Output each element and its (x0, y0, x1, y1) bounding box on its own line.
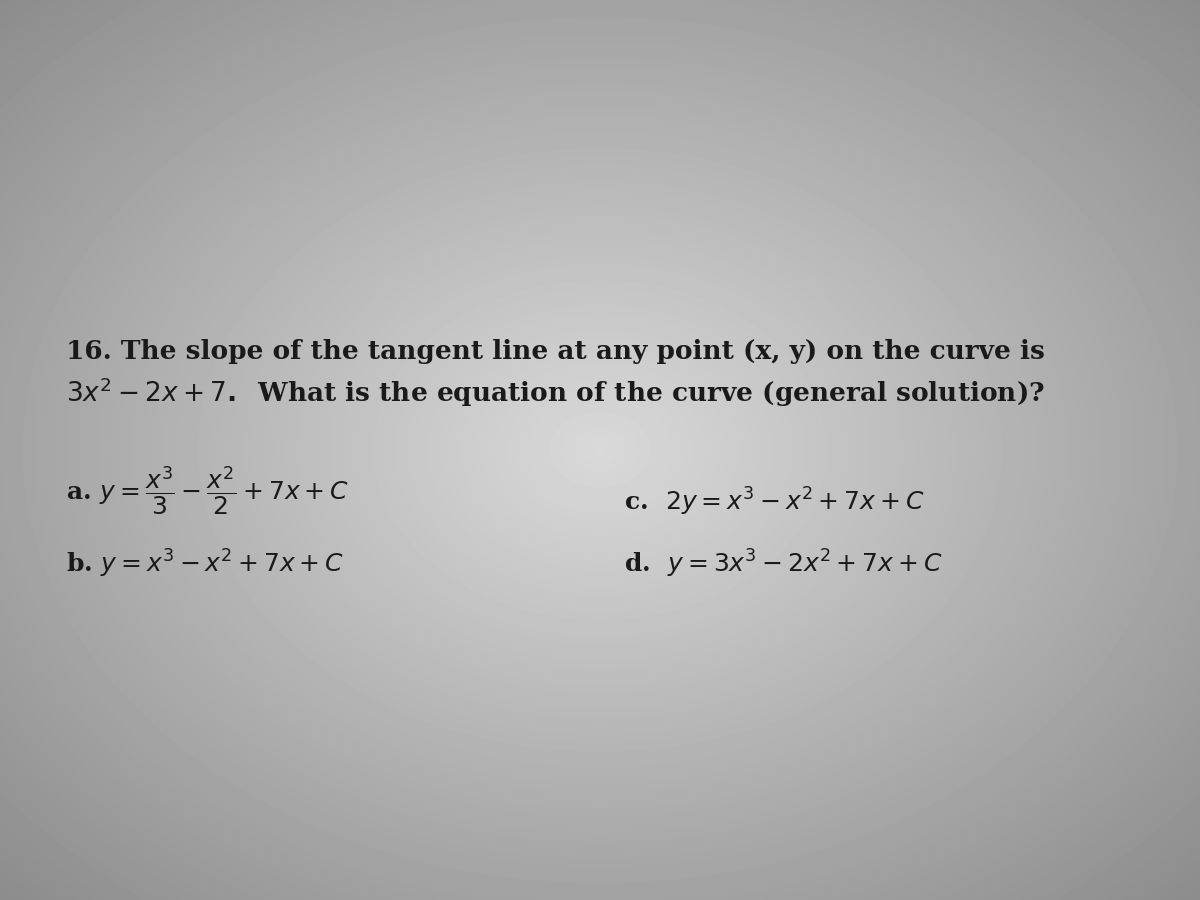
Text: 16. The slope of the tangent line at any point (x, y) on the curve is: 16. The slope of the tangent line at any… (66, 339, 1045, 365)
Text: c.  $2y = x^3 - x^2 + 7x + C$: c. $2y = x^3 - x^2 + 7x + C$ (624, 485, 924, 518)
Text: a. $y = \dfrac{x^3}{3} - \dfrac{x^2}{2} + 7x + C$: a. $y = \dfrac{x^3}{3} - \dfrac{x^2}{2} … (66, 464, 349, 518)
Text: $3x^2 - 2x + 7$$\mathbf{.\;}$ What is the equation of the curve (general solutio: $3x^2 - 2x + 7$$\mathbf{.\;}$ What is th… (66, 376, 1045, 410)
Text: b. $y = x^3 - x^2 + 7x + C$: b. $y = x^3 - x^2 + 7x + C$ (66, 548, 344, 580)
Text: d.  $y = 3x^3 - 2x^2 + 7x + C$: d. $y = 3x^3 - 2x^2 + 7x + C$ (624, 548, 942, 580)
